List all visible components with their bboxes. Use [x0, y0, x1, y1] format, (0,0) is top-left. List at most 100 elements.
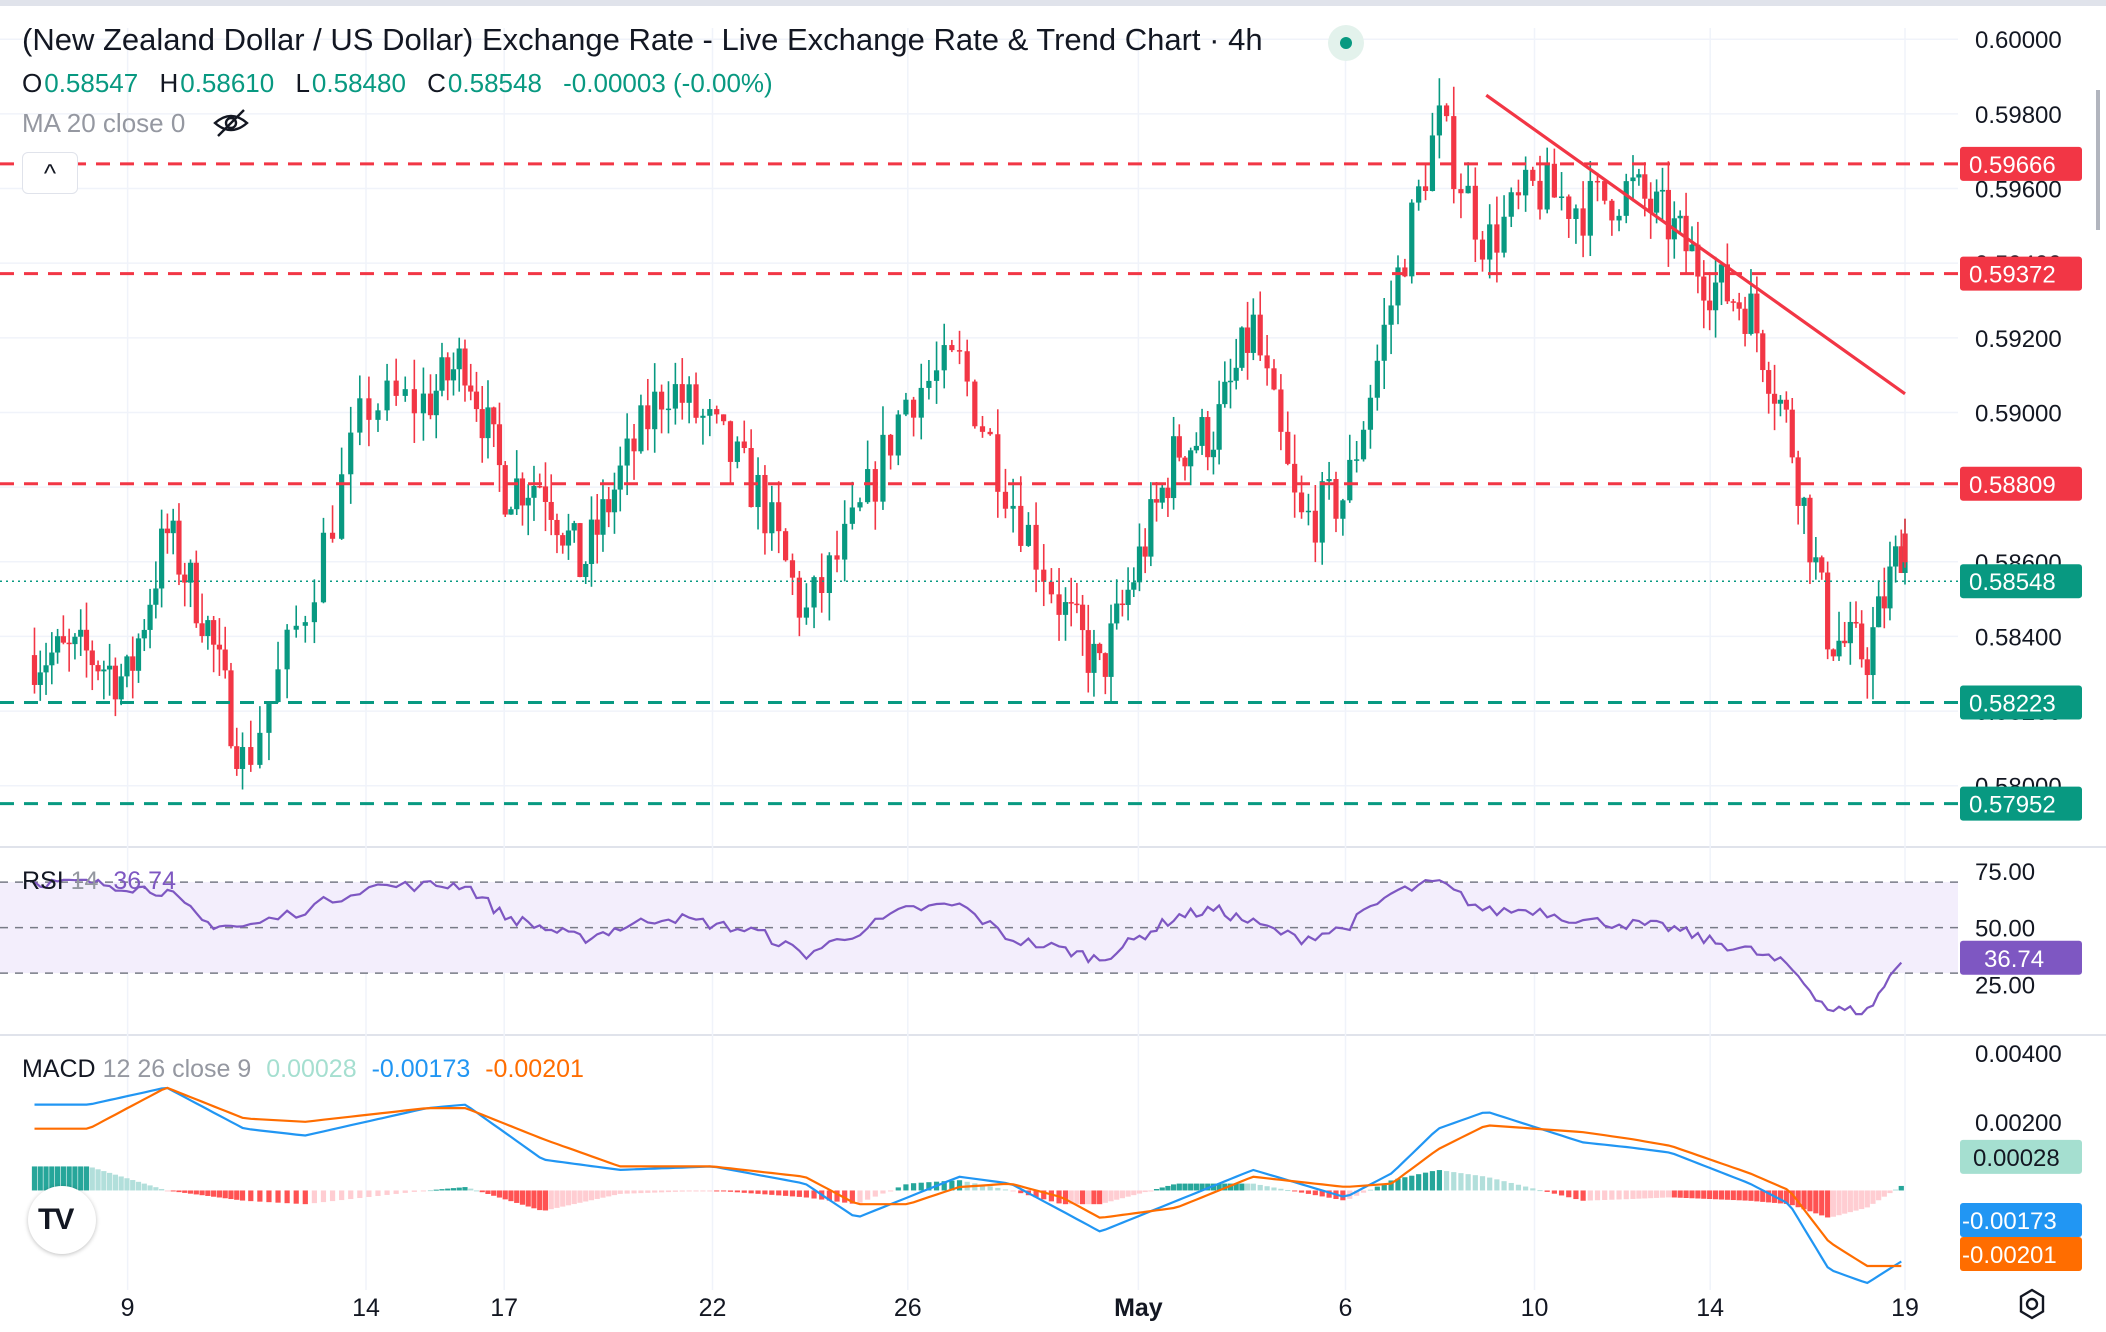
- macd-histogram-bar: [393, 1190, 399, 1194]
- macd-histogram-bar: [617, 1190, 623, 1194]
- macd-histogram-bar: [1707, 1190, 1713, 1200]
- macd-histogram-bar: [1813, 1190, 1819, 1214]
- candle-body: [60, 636, 66, 643]
- candle-body: [445, 357, 451, 381]
- macd-histogram-bar: [1458, 1173, 1464, 1191]
- price-tick-label: 0.59800: [1975, 102, 2062, 129]
- settings-icon[interactable]: [2016, 1288, 2048, 1320]
- candle-body: [1718, 264, 1725, 283]
- candle-body: [1018, 505, 1024, 546]
- candle-body: [384, 380, 390, 411]
- candle-body: [895, 414, 901, 456]
- macd-histogram-bar: [1659, 1190, 1666, 1198]
- candle-body: [1636, 174, 1642, 178]
- macd-histogram-bar: [1616, 1190, 1622, 1200]
- macd-histogram-bar: [594, 1190, 600, 1199]
- candle-body: [1233, 367, 1239, 381]
- candle-body: [1285, 431, 1291, 464]
- candle-body: [1789, 409, 1795, 458]
- rsi-legend[interactable]: RSI 14 36.74: [22, 867, 176, 896]
- price-tick-label: 0.58400: [1975, 624, 2062, 651]
- candle-body: [964, 351, 970, 382]
- macd-histogram-bar: [1292, 1190, 1298, 1192]
- macd-histogram-bar: [895, 1187, 901, 1191]
- macd-histogram-bar: [72, 1166, 78, 1191]
- macd-histogram-bar: [1653, 1190, 1660, 1198]
- macd-histogram-bar: [1018, 1190, 1024, 1194]
- candle-body: [995, 434, 1001, 492]
- time-tick-label: 22: [699, 1294, 727, 1322]
- macd-histogram-bar: [857, 1190, 863, 1203]
- macd-histogram-bar: [1010, 1190, 1016, 1192]
- candle-body: [1216, 404, 1222, 450]
- macd-histogram-bar: [1537, 1190, 1543, 1192]
- candle-body: [652, 391, 658, 430]
- ma-indicator-label[interactable]: MA 20 close 0: [22, 108, 186, 138]
- macd-histogram-bar: [234, 1190, 240, 1200]
- macd-histogram-bar: [329, 1190, 336, 1202]
- candle-body: [118, 676, 124, 700]
- candle-body: [1701, 276, 1707, 301]
- macd-histogram-bar: [796, 1190, 802, 1197]
- candle-body: [1210, 449, 1217, 458]
- price-tick-label: 0.59200: [1975, 326, 2062, 353]
- candle-body: [176, 520, 182, 575]
- macd-histogram-bar: [1451, 1172, 1457, 1191]
- macd-histogram-bar: [462, 1187, 468, 1191]
- macd-histogram-bar: [888, 1190, 894, 1192]
- candle-body: [1085, 630, 1091, 673]
- macd-histogram-bar: [1580, 1190, 1586, 1201]
- candle-body: [849, 507, 855, 524]
- candle-body: [1653, 191, 1660, 213]
- macd-histogram-bar: [769, 1190, 775, 1195]
- candle-body: [658, 391, 665, 410]
- candle-body: [1292, 463, 1298, 493]
- macd-histogram-bar: [1636, 1190, 1642, 1199]
- eye-off-icon[interactable]: [212, 108, 250, 138]
- macd-histogram-bar: [1312, 1190, 1318, 1196]
- macd-histogram-bar: [1689, 1190, 1695, 1199]
- macd-histogram-bar: [658, 1190, 665, 1193]
- candle-body: [727, 421, 734, 462]
- candle-body: [234, 746, 240, 769]
- candle-body: [147, 604, 153, 630]
- macd-histogram-bar: [1216, 1183, 1222, 1191]
- candle-body: [679, 384, 685, 403]
- macd-histogram-bar: [1566, 1190, 1572, 1198]
- candle-body: [1748, 293, 1754, 334]
- candle-body: [141, 629, 147, 639]
- macd-histogram-bar: [485, 1190, 491, 1194]
- macd-histogram-bar: [652, 1190, 658, 1193]
- macd-histogram-bar: [1422, 1172, 1429, 1191]
- price-level-tag-label: 0.59666: [1969, 152, 2056, 179]
- candle-body: [1422, 186, 1429, 191]
- time-tick-label: 10: [1521, 1294, 1549, 1322]
- candle-body: [926, 380, 932, 388]
- candle-body: [748, 447, 754, 508]
- macd-histogram-bar: [1819, 1190, 1825, 1216]
- macd-legend[interactable]: MACD 12 26 close 9 0.00028 -0.00173 -0.0…: [22, 1055, 584, 1084]
- macd-histogram-bar: [1847, 1190, 1853, 1213]
- tradingview-logo-icon[interactable]: TV: [28, 1186, 96, 1254]
- candle-body: [49, 652, 55, 666]
- macd-histogram-bar: [1136, 1190, 1143, 1194]
- macd-histogram-bar: [284, 1190, 290, 1204]
- macd-histogram-bar: [1319, 1190, 1325, 1197]
- macd-histogram-bar: [700, 1190, 706, 1192]
- macd-histogram-bar: [531, 1190, 537, 1209]
- rsi-name: RSI: [22, 867, 64, 895]
- collapse-legend-button[interactable]: ^: [22, 152, 78, 194]
- candle-body: [888, 434, 894, 456]
- price-level-tag-label: 0.57952: [1969, 792, 2056, 819]
- macd-histogram-bar: [514, 1190, 520, 1203]
- time-tick-label: 14: [352, 1294, 380, 1322]
- candle-body: [485, 407, 491, 439]
- candle-body: [1108, 623, 1114, 677]
- candle-body: [1847, 621, 1853, 644]
- candle-body: [1859, 623, 1865, 660]
- candle-body: [1712, 282, 1719, 311]
- candle-body: [1312, 510, 1318, 543]
- macd-histogram-bar: [1523, 1186, 1529, 1191]
- low-key: L: [295, 68, 310, 98]
